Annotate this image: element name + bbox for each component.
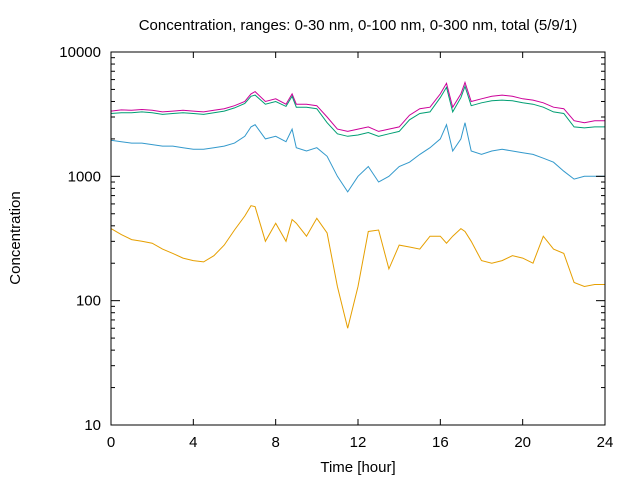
series-line-1 [110,80,605,132]
y-tick-label: 100 [76,293,101,310]
x-tick-label: 12 [350,434,367,451]
x-tick-label: 24 [597,434,614,451]
plot-area [110,80,605,329]
series-line-4 [110,205,605,329]
x-axis-label: Time [hour] [320,459,395,476]
x-tick-label: 8 [271,434,279,451]
x-tick-label: 0 [107,434,115,451]
series-line-2 [110,84,605,137]
series-line-3 [110,122,605,193]
x-tick-label: 20 [514,434,531,451]
y-axis-label: Concentration [7,191,24,284]
plot-frame [110,51,606,426]
axes: 0 4 8 12 16 20 24 10 100 1000 10000 [59,44,613,451]
y-tick-label: 1000 [68,168,101,185]
x-tick-label: 16 [432,434,449,451]
x-tick-label: 4 [189,434,197,451]
y-tick-label: 10 [84,417,101,434]
chart-title: Concentration, ranges: 0-30 nm, 0-100 nm… [139,17,578,34]
y-tick-label: 10000 [59,44,101,61]
